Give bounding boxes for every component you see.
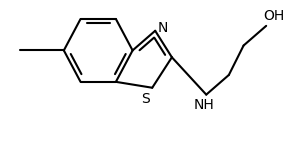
Text: OH: OH xyxy=(263,9,285,23)
Text: S: S xyxy=(141,92,150,106)
Text: N: N xyxy=(157,21,168,35)
Text: NH: NH xyxy=(194,98,215,112)
